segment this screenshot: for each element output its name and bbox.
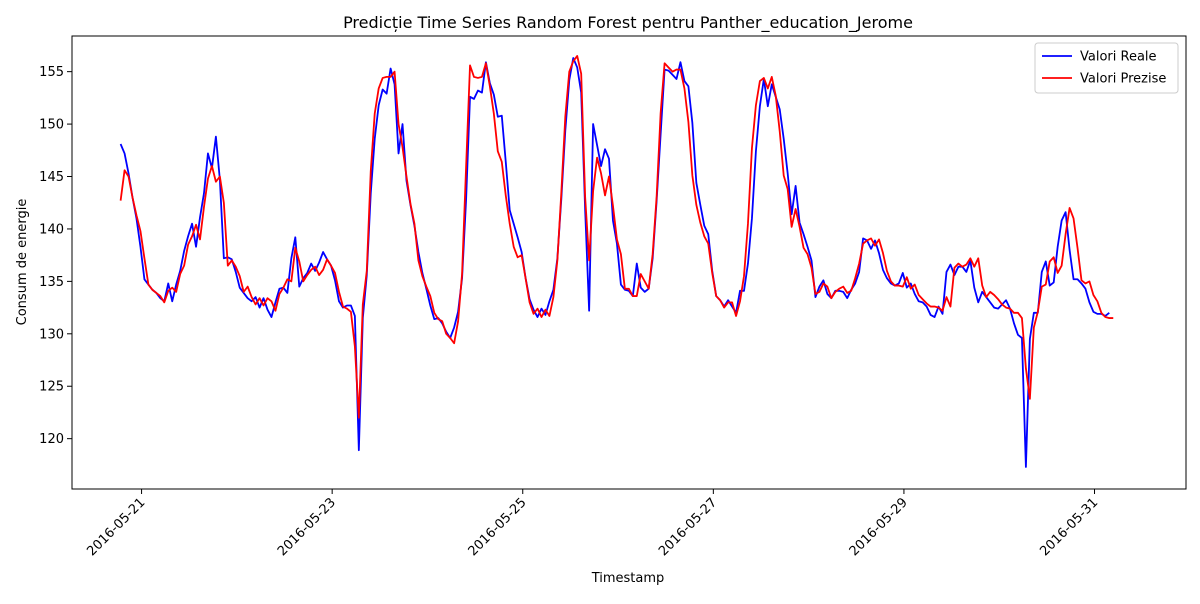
y-tick-label: 145	[39, 170, 64, 185]
y-tick-label: 140	[39, 222, 64, 237]
y-axis: 120 125 130 135 140 145 150 155	[39, 65, 72, 447]
y-tick-label: 150	[39, 118, 64, 133]
y-tick-label: 130	[39, 327, 64, 342]
legend: Valori Reale Valori Prezise	[1034, 42, 1179, 94]
x-axis: 2016-05-21 2016-05-23 2016-05-25 2016-05-27…	[84, 489, 1101, 559]
y-tick-label: 120	[39, 432, 64, 447]
y-tick-label: 135	[39, 275, 64, 290]
x-tick-label: 2016-05-25	[466, 495, 530, 559]
y-tick-label: 125	[39, 380, 64, 395]
legend-label: Valori Prezise	[1080, 72, 1166, 87]
legend-label: Valori Reale	[1080, 50, 1157, 65]
plot-frame	[71, 35, 1187, 490]
x-tick-label: 2016-05-29	[847, 495, 911, 559]
series-line-0	[119, 57, 1110, 468]
x-axis-label: Timestamp	[591, 571, 665, 586]
series-line-1	[119, 55, 1114, 419]
x-tick-label: 2016-05-21	[84, 495, 148, 559]
x-tick-label: 2016-05-31	[1037, 495, 1101, 559]
chart-title: Predicție Time Series Random Forest pent…	[343, 13, 913, 33]
x-tick-label: 2016-05-23	[275, 495, 339, 559]
y-tick-label: 155	[39, 65, 64, 80]
y-axis-label: Consum de energie	[15, 199, 30, 326]
plot-area	[119, 55, 1114, 468]
x-tick-label: 2016-05-27	[656, 495, 720, 559]
